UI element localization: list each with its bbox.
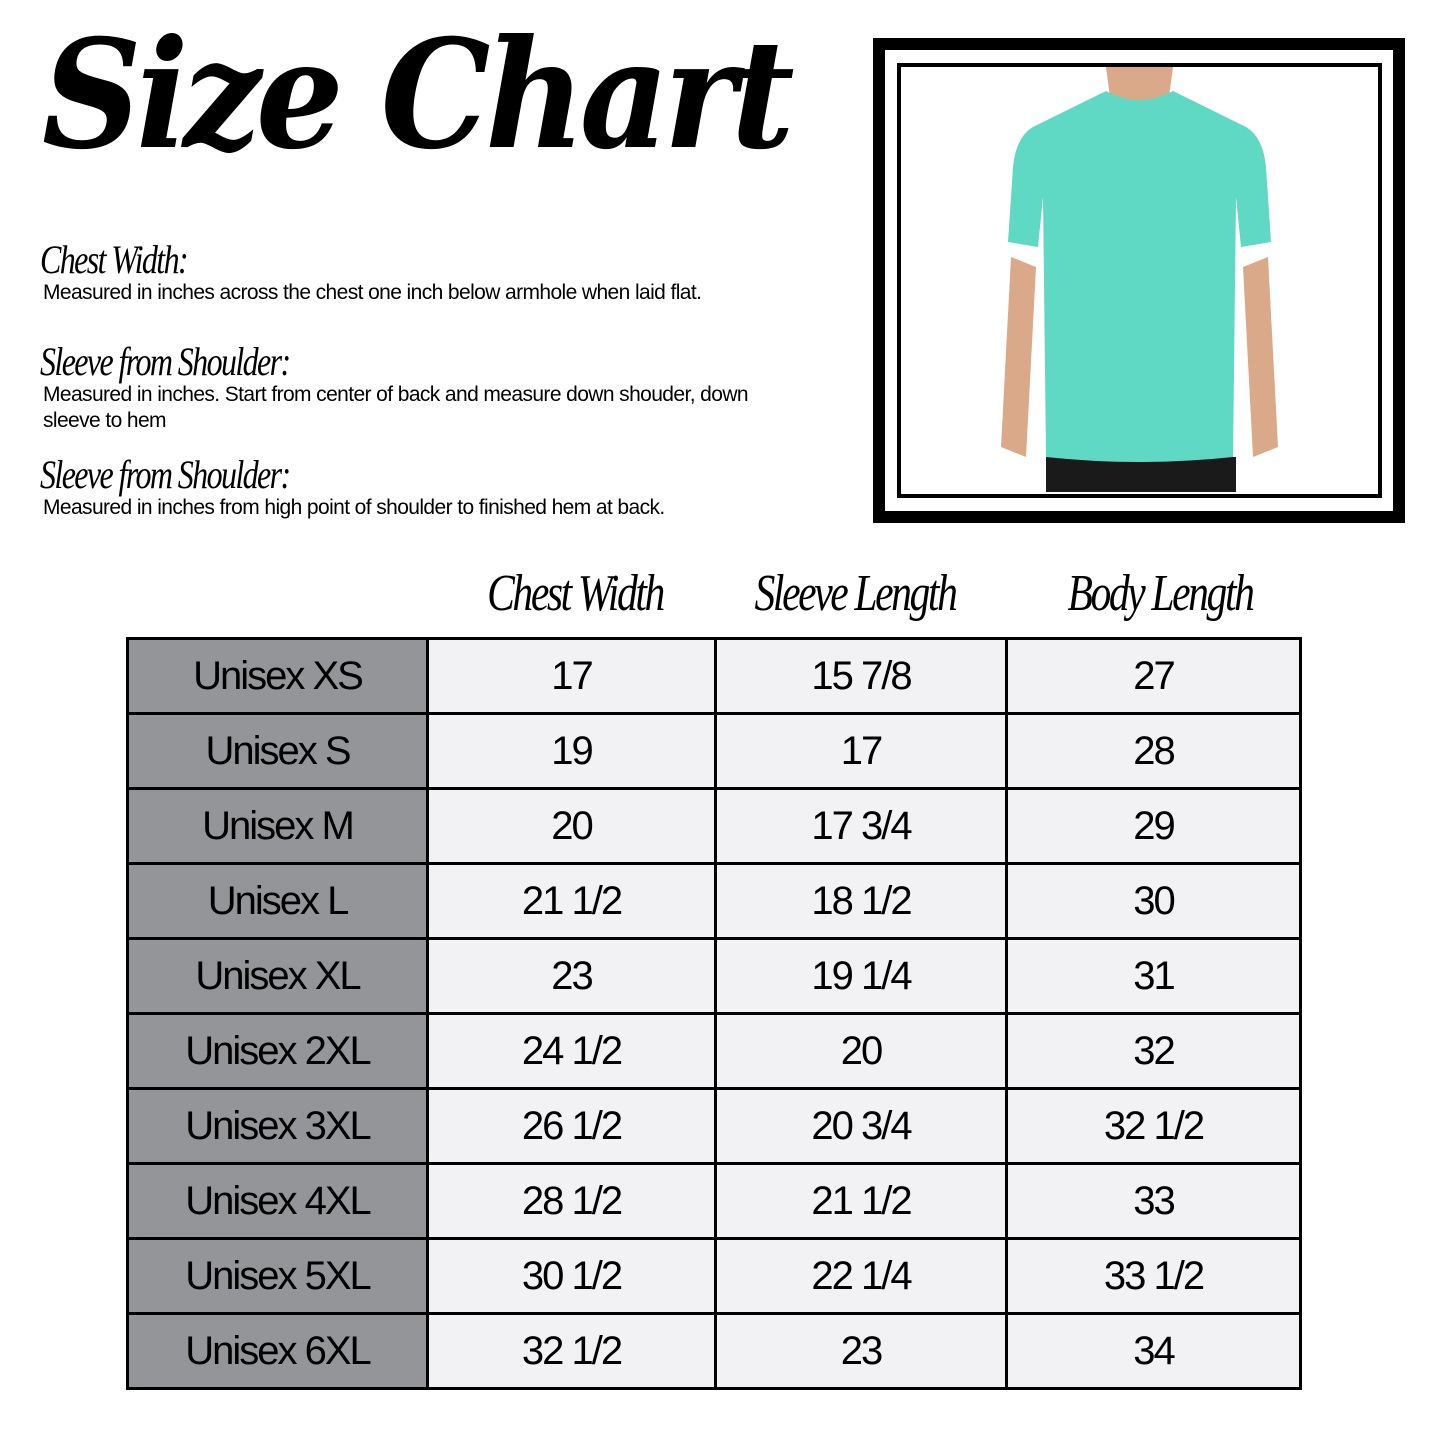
measurement-cell: 15 7/8 xyxy=(714,637,1008,715)
size-label: Unisex 5XL xyxy=(126,1237,429,1315)
measurement-cell: 24 1/2 xyxy=(426,1012,717,1090)
measurement-cell: 19 xyxy=(426,712,717,790)
size-label: Unisex L xyxy=(126,862,429,940)
measurement-cell: 18 1/2 xyxy=(714,862,1008,940)
column-header-sleeve-length: Sleeve Length xyxy=(754,565,958,622)
measurement-cell: 32 1/2 xyxy=(426,1312,717,1390)
size-label: Unisex 6XL xyxy=(126,1312,429,1390)
size-label: Unisex M xyxy=(126,787,429,865)
measurement-cell: 32 1/2 xyxy=(1005,1087,1302,1165)
page-title: Size Chart xyxy=(42,7,795,183)
column-header-body-length: Body Length xyxy=(1067,565,1254,622)
size-label: Unisex S xyxy=(126,712,429,790)
measurement-cell: 31 xyxy=(1005,937,1302,1015)
size-label: Unisex XS xyxy=(126,637,429,715)
size-label: Unisex 4XL xyxy=(126,1162,429,1240)
section-heading: Sleeve from Shoulder: xyxy=(40,452,291,497)
table-row: Unisex XL 23 19 1/4 31 xyxy=(126,937,1302,1015)
column-header-chest-width: Chest Width xyxy=(487,565,665,622)
measurement-cell: 33 xyxy=(1005,1162,1302,1240)
table-row: Unisex XS 17 15 7/8 27 xyxy=(126,637,1302,715)
table-row: Unisex 5XL 30 1/2 22 1/4 33 1/2 xyxy=(126,1237,1302,1315)
measurement-cell: 17 xyxy=(714,712,1008,790)
measurement-cell: 21 1/2 xyxy=(426,862,717,940)
section-text: Measured in inches across the chest one … xyxy=(43,281,702,304)
table-row: Unisex 6XL 32 1/2 23 34 xyxy=(126,1312,1302,1390)
measurement-cell: 21 1/2 xyxy=(714,1162,1008,1240)
measurement-cell: 28 xyxy=(1005,712,1302,790)
measurement-cell: 20 xyxy=(714,1012,1008,1090)
measurement-cell: 28 1/2 xyxy=(426,1162,717,1240)
table-row: Unisex M 20 17 3/4 29 xyxy=(126,787,1302,865)
section-chest-width: Chest Width: Measured in inches across t… xyxy=(40,237,702,306)
table-row: Unisex 3XL 26 1/2 20 3/4 32 1/2 xyxy=(126,1087,1302,1165)
measurement-cell: 22 1/4 xyxy=(714,1237,1008,1315)
table-row: Unisex 2XL 24 1/2 20 32 xyxy=(126,1012,1302,1090)
measurement-cell: 30 1/2 xyxy=(426,1237,717,1315)
product-photo-frame xyxy=(873,38,1405,523)
section-sleeve: Sleeve from Shoulder: Measured in inches… xyxy=(40,342,800,434)
measurement-cell: 23 xyxy=(714,1312,1008,1390)
section-text: Measured in inches from high point of sh… xyxy=(43,496,665,519)
measurement-cell: 29 xyxy=(1005,787,1302,865)
measurement-cell: 26 1/2 xyxy=(426,1087,717,1165)
tshirt-photo xyxy=(897,63,1382,498)
section-body: Sleeve from Shoulder: Measured in inches… xyxy=(40,455,665,521)
section-heading: Chest Width: xyxy=(40,237,189,282)
size-table: Unisex XS 17 15 7/8 27 Unisex S 19 17 28 Unisex … xyxy=(126,637,1302,1390)
measurement-cell: 19 1/4 xyxy=(714,937,1008,1015)
measurement-cell: 27 xyxy=(1005,637,1302,715)
table-row: Unisex L 21 1/2 18 1/2 30 xyxy=(126,862,1302,940)
measurement-cell: 20 3/4 xyxy=(714,1087,1008,1165)
measurement-cell: 34 xyxy=(1005,1312,1302,1390)
measurement-cell: 17 3/4 xyxy=(714,787,1008,865)
measurement-cell: 20 xyxy=(426,787,717,865)
measurement-cell: 30 xyxy=(1005,862,1302,940)
table-row: Unisex 4XL 28 1/2 21 1/2 33 xyxy=(126,1162,1302,1240)
size-label: Unisex 2XL xyxy=(126,1012,429,1090)
section-heading: Sleeve from Shoulder: xyxy=(40,339,291,384)
section-text: Measured in inches. Start from center of… xyxy=(43,383,749,432)
measurement-cell: 33 1/2 xyxy=(1005,1237,1302,1315)
measurement-cell: 17 xyxy=(426,637,717,715)
measurement-cell: 23 xyxy=(426,937,717,1015)
size-label: Unisex 3XL xyxy=(126,1087,429,1165)
size-label: Unisex XL xyxy=(126,937,429,1015)
table-row: Unisex S 19 17 28 xyxy=(126,712,1302,790)
measurement-cell: 32 xyxy=(1005,1012,1302,1090)
